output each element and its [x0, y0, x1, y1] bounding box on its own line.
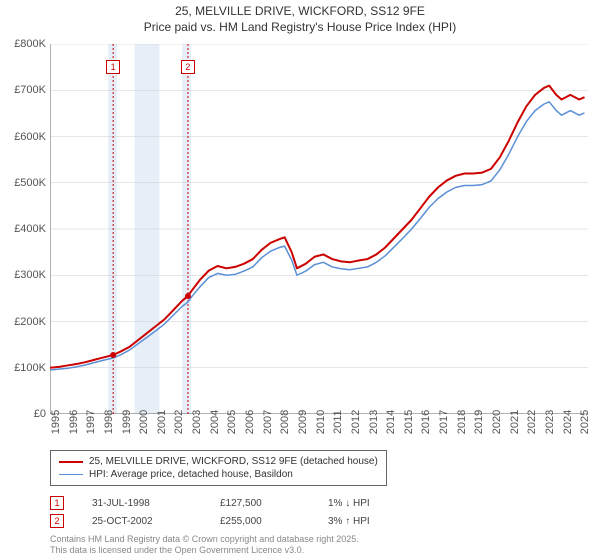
x-tick-label: 2007 — [262, 410, 274, 434]
x-tick-label: 2018 — [456, 410, 468, 434]
x-tick-label: 2021 — [509, 410, 521, 434]
x-tick-label: 2013 — [368, 410, 380, 434]
x-tick-label: 2019 — [473, 410, 485, 434]
x-tick-label: 2022 — [526, 410, 538, 434]
legend-swatch — [59, 474, 83, 475]
x-tick-label: 2017 — [438, 410, 450, 434]
x-tick-label: 1995 — [50, 410, 62, 434]
chart-area: £0£100K£200K£300K£400K£500K£600K£700K£80… — [50, 44, 588, 414]
x-tick-label: 2016 — [420, 410, 432, 434]
x-tick-label: 2003 — [191, 410, 203, 434]
sales-marker: 1 — [50, 496, 64, 510]
x-tick-label: 2001 — [156, 410, 168, 434]
legend-swatch — [59, 461, 83, 463]
sales-marker: 2 — [50, 514, 64, 528]
x-tick-label: 2009 — [297, 410, 309, 434]
x-tick-label: 2008 — [279, 410, 291, 434]
x-tick-label: 2012 — [350, 410, 362, 434]
y-tick-label: £500K — [2, 177, 46, 189]
title-line-1: 25, MELVILLE DRIVE, WICKFORD, SS12 9FE — [0, 4, 600, 20]
y-tick-label: £100K — [2, 362, 46, 374]
x-tick-label: 2023 — [544, 410, 556, 434]
x-tick-label: 2004 — [209, 410, 221, 434]
sales-delta: 3% ↑ HPI — [328, 516, 370, 527]
sales-delta: 1% ↓ HPI — [328, 498, 370, 509]
x-tick-label: 2011 — [332, 410, 344, 434]
legend-item: HPI: Average price, detached house, Basi… — [59, 468, 378, 481]
x-tick-label: 1999 — [121, 410, 133, 434]
y-tick-label: £700K — [2, 84, 46, 96]
chart-title: 25, MELVILLE DRIVE, WICKFORD, SS12 9FE P… — [0, 0, 600, 35]
x-tick-label: 2000 — [138, 410, 150, 434]
legend: 25, MELVILLE DRIVE, WICKFORD, SS12 9FE (… — [50, 450, 387, 486]
sales-table: 1 31-JUL-1998 £127,500 1% ↓ HPI 2 25-OCT-2002… — [50, 494, 370, 530]
plot-svg — [50, 44, 588, 414]
y-tick-label: £300K — [2, 269, 46, 281]
x-tick-label: 1997 — [85, 410, 97, 434]
legend-label: 25, MELVILLE DRIVE, WICKFORD, SS12 9FE (… — [89, 456, 378, 467]
x-tick-label: 2010 — [315, 410, 327, 434]
x-tick-label: 2024 — [562, 410, 574, 434]
footer-line-2: This data is licensed under the Open Gov… — [50, 545, 359, 556]
y-tick-label: £200K — [2, 316, 46, 328]
x-tick-label: 2020 — [491, 410, 503, 434]
sales-price: £255,000 — [220, 516, 300, 527]
footer-line-1: Contains HM Land Registry data © Crown c… — [50, 534, 359, 545]
chart-marker-box: 2 — [181, 60, 195, 74]
sales-row: 1 31-JUL-1998 £127,500 1% ↓ HPI — [50, 494, 370, 512]
sales-price: £127,500 — [220, 498, 300, 509]
chart-marker-box: 1 — [106, 60, 120, 74]
x-tick-label: 2002 — [173, 410, 185, 434]
y-tick-label: £600K — [2, 131, 46, 143]
footer: Contains HM Land Registry data © Crown c… — [50, 534, 359, 556]
x-tick-label: 2014 — [385, 410, 397, 434]
x-tick-label: 2025 — [579, 410, 591, 434]
x-tick-label: 2006 — [244, 410, 256, 434]
legend-label: HPI: Average price, detached house, Basi… — [89, 469, 293, 480]
title-line-2: Price paid vs. HM Land Registry's House … — [0, 20, 600, 36]
sales-row: 2 25-OCT-2002 £255,000 3% ↑ HPI — [50, 512, 370, 530]
y-tick-label: £800K — [2, 38, 46, 50]
x-tick-label: 2005 — [226, 410, 238, 434]
legend-item: 25, MELVILLE DRIVE, WICKFORD, SS12 9FE (… — [59, 455, 378, 468]
x-tick-label: 2015 — [403, 410, 415, 434]
x-tick-label: 1998 — [103, 410, 115, 434]
x-tick-label: 1996 — [68, 410, 80, 434]
y-tick-label: £0 — [2, 408, 46, 420]
y-tick-label: £400K — [2, 223, 46, 235]
sales-date: 25-OCT-2002 — [92, 516, 192, 527]
sales-date: 31-JUL-1998 — [92, 498, 192, 509]
chart-container: 25, MELVILLE DRIVE, WICKFORD, SS12 9FE P… — [0, 0, 600, 560]
